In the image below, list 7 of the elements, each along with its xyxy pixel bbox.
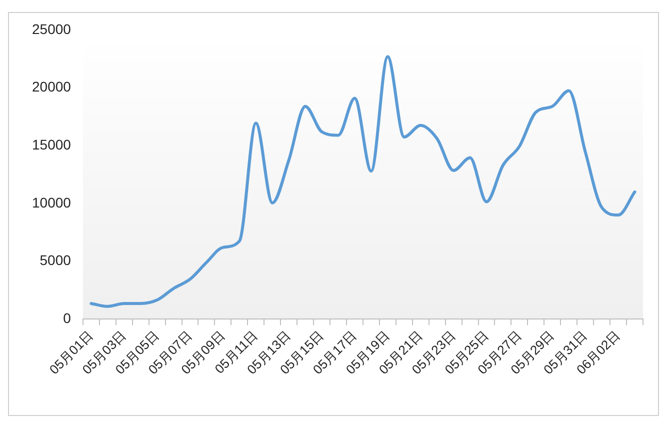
y-tick-label: 10000 xyxy=(32,194,72,210)
y-tick-label: 20000 xyxy=(32,78,72,95)
line-series xyxy=(90,55,636,308)
y-tick-label: 25000 xyxy=(32,20,72,37)
y-tick-label: 0 xyxy=(63,310,72,326)
y-tick-label: 15000 xyxy=(32,136,72,153)
y-tick-label: 5000 xyxy=(40,252,72,268)
